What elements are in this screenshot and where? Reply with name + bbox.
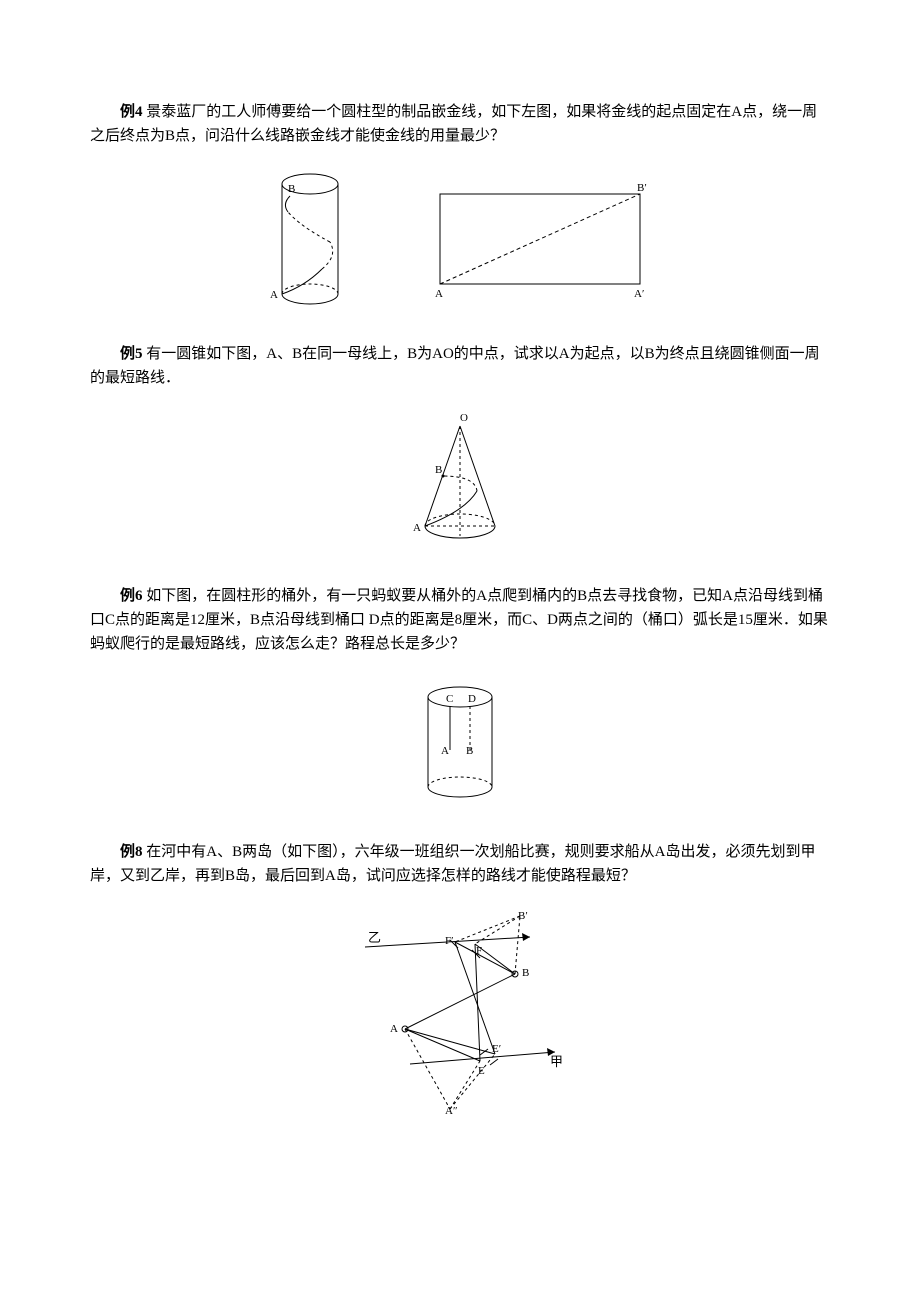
problem-label: 例4 [120, 104, 143, 120]
problem-ex5: 例5 有一圆锥如下图，A、B在同一母线上，B为AO的中点，试求以A为起点，以B为… [90, 342, 830, 556]
cone-figure: O A B [395, 406, 525, 556]
bucket-figure: C D A B [405, 672, 515, 812]
rect-label-ap: A′ [634, 288, 644, 299]
problem-text: 例8 在河中有A、B两岛（如下图），六年级一班组织一次划船比赛，规则要求船从A岛… [90, 840, 830, 888]
figure-pair: A B A A′ B′ [260, 164, 660, 314]
problem-text: 例4 景泰蓝厂的工人师傅要给一个圆柱型的制品嵌金线，如下左图，如果将金线的起点固… [90, 100, 830, 148]
problem-body: 如下图，在圆柱形的桶外，有一只蚂蚁要从桶外的A点爬到桶内的B点去寻找食物，已知A… [90, 588, 828, 652]
rect-label-a: A [435, 288, 443, 299]
bucket-label-d: D [468, 693, 476, 705]
label-yi: 乙 [368, 930, 381, 945]
problem-text: 例5 有一圆锥如下图，A、B在同一母线上，B为AO的中点，试求以A为起点，以B为… [90, 342, 830, 390]
problem-label: 例6 [120, 588, 143, 604]
label-jia: 甲 [550, 1054, 563, 1069]
problem-label: 例8 [120, 844, 143, 860]
problem-ex4: 例4 景泰蓝厂的工人师傅要给一个圆柱型的制品嵌金线，如下左图，如果将金线的起点固… [90, 100, 830, 314]
label-a: A [270, 289, 278, 301]
cone-label-o: O [460, 412, 468, 424]
cylinder-figure: A B [260, 164, 360, 314]
bucket-label-b: B [466, 745, 473, 757]
label-b: B [522, 967, 529, 979]
label-b: B [288, 183, 295, 195]
figure-container-ex5: O A B [90, 406, 830, 556]
label-a: A [390, 1023, 398, 1035]
bucket-label-a: A [441, 745, 449, 757]
cone-label-b: B [435, 464, 442, 476]
rect-label-bp: B′ [637, 182, 647, 194]
figure-container-ex4: A B A A′ B′ [90, 164, 830, 314]
cone-label-a: A [413, 522, 421, 534]
label-fp: F′ [445, 935, 454, 947]
problem-ex6: 例6 如下图，在圆柱形的桶外，有一只蚂蚁要从桶外的A点爬到桶内的B点去寻找食物，… [90, 584, 830, 812]
problem-body: 在河中有A、B两岛（如下图），六年级一班组织一次划船比赛，规则要求船从A岛出发，… [90, 844, 815, 884]
problem-body: 有一圆锥如下图，A、B在同一母线上，B为AO的中点，试求以A为起点，以B为终点且… [90, 346, 820, 386]
problem-label: 例5 [120, 346, 143, 362]
bucket-label-c: C [446, 693, 453, 705]
rect-figure: A A′ B′ [420, 179, 660, 299]
problem-body: 景泰蓝厂的工人师傅要给一个圆柱型的制品嵌金线，如下左图，如果将金线的起点固定在A… [90, 104, 817, 144]
problem-ex8: 例8 在河中有A、B两岛（如下图），六年级一班组织一次划船比赛，规则要求船从A岛… [90, 840, 830, 1124]
island-figure: 乙 甲 A B B′ A″ E E′ F F′ [330, 904, 590, 1124]
figure-container-ex8: 乙 甲 A B B′ A″ E E′ F F′ [90, 904, 830, 1124]
problem-text: 例6 如下图，在圆柱形的桶外，有一只蚂蚁要从桶外的A点爬到桶内的B点去寻找食物，… [90, 584, 830, 656]
figure-container-ex6: C D A B [90, 672, 830, 812]
